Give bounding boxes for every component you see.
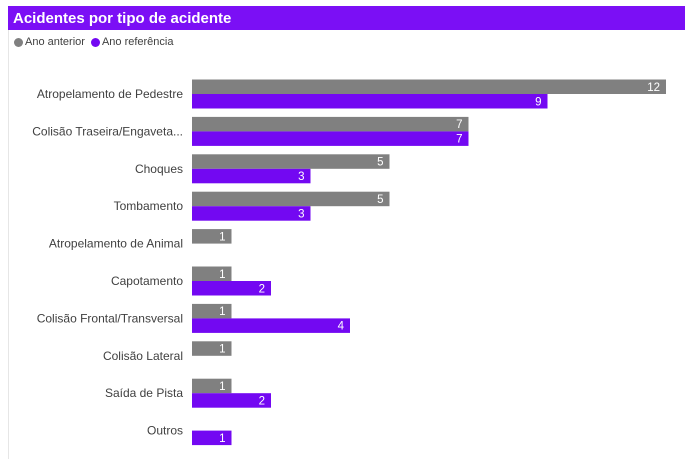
legend-marker-ano-referencia: [90, 37, 100, 47]
data-label-ano-anterior: 1: [219, 344, 225, 356]
bar-ano-referencia[interactable]: [192, 168, 311, 184]
bar-ano-anterior[interactable]: [192, 303, 232, 319]
category-group-colisao-traseira-engaveta[interactable]: Colisão Traseira/Engaveta... 7 7: [32, 116, 469, 146]
bar-ano-anterior[interactable]: [192, 116, 469, 132]
chart-legend[interactable]: Ano anterior Ano referência: [14, 36, 179, 48]
category-label: Colisão Traseira/Engaveta...: [32, 124, 183, 138]
category-group-choques[interactable]: Choques 5 3: [135, 154, 390, 184]
category-group-saida-de-pista[interactable]: Saída de Pista 1 2: [105, 378, 271, 408]
bar-ano-referencia[interactable]: [192, 131, 469, 146]
bar-ano-referencia[interactable]: [192, 281, 271, 296]
legend-item-ano-referencia[interactable]: Ano referência: [90, 36, 174, 48]
category-group-tombamento[interactable]: Tombamento 5 3: [114, 191, 390, 221]
legend-marker-ano-anterior: [14, 37, 23, 47]
bar-ano-anterior[interactable]: [192, 191, 390, 207]
category-group-colisao-frontal-transversal[interactable]: Colisão Frontal/Transversal 1 4: [37, 303, 350, 333]
bar-ano-referencia[interactable]: [192, 94, 548, 109]
data-label-ano-referencia: 9: [535, 96, 541, 108]
legend-label-ano-referencia: Ano referência: [101, 36, 174, 48]
data-label-ano-referencia: 3: [298, 171, 304, 183]
category-group-atropelamento-de-pedestre[interactable]: Atropelamento de Pedestre 12 9: [37, 79, 666, 109]
data-label-ano-referencia: 2: [259, 395, 265, 407]
data-label-ano-anterior: 1: [219, 269, 225, 281]
category-label: Tombamento: [114, 199, 184, 213]
category-label: Choques: [135, 162, 183, 176]
legend-label-ano-anterior: Ano anterior: [25, 36, 85, 48]
bar-ano-anterior[interactable]: [192, 378, 232, 394]
category-label: Colisão Lateral: [103, 349, 183, 363]
category-group-outros[interactable]: Outros 1: [147, 424, 232, 446]
data-label-ano-anterior: 1: [219, 381, 225, 393]
bar-ano-anterior[interactable]: [192, 266, 232, 282]
bar-ano-referencia[interactable]: [192, 318, 350, 333]
data-label-ano-anterior: 1: [219, 306, 225, 318]
data-label-ano-referencia: 3: [298, 208, 304, 220]
data-label-ano-anterior: 7: [456, 119, 462, 131]
chart-title: Acidentes por tipo de acidente: [13, 9, 232, 27]
category-label: Capotamento: [111, 274, 183, 288]
data-label-ano-anterior: 5: [377, 157, 383, 169]
bar-ano-anterior[interactable]: [192, 229, 232, 244]
data-label-ano-anterior: 12: [647, 82, 660, 94]
legend-item-ano-anterior[interactable]: Ano anterior: [14, 36, 85, 48]
bar-ano-referencia[interactable]: [192, 393, 271, 408]
bar-ano-anterior[interactable]: [192, 79, 666, 95]
data-label-ano-referencia: 4: [338, 321, 345, 333]
data-label-ano-referencia: 2: [259, 283, 265, 295]
category-label: Outros: [147, 424, 183, 438]
data-label-ano-anterior: 5: [377, 194, 383, 206]
category-label: Atropelamento de Pedestre: [37, 87, 183, 101]
category-label: Colisão Frontal/Transversal: [37, 311, 183, 325]
bar-ano-anterior[interactable]: [192, 154, 390, 169]
bar-ano-referencia[interactable]: [192, 430, 232, 446]
data-label-ano-anterior: 1: [219, 231, 225, 243]
bar-ano-anterior[interactable]: [192, 341, 232, 356]
visual-border: [8, 30, 9, 459]
data-label-ano-referencia: 7: [456, 134, 462, 146]
category-group-capotamento[interactable]: Capotamento 1 2: [111, 266, 271, 296]
category-label: Saída de Pista: [105, 386, 183, 400]
category-label: Atropelamento de Animal: [49, 237, 183, 251]
data-label-ano-referencia: 1: [219, 433, 225, 445]
category-group-colisao-lateral[interactable]: Colisão Lateral 1: [103, 341, 232, 363]
category-group-atropelamento-de-animal[interactable]: Atropelamento de Animal 1: [49, 229, 232, 251]
chart-title-bar: Acidentes por tipo de acidente: [8, 6, 685, 30]
bar-ano-referencia[interactable]: [192, 206, 311, 221]
